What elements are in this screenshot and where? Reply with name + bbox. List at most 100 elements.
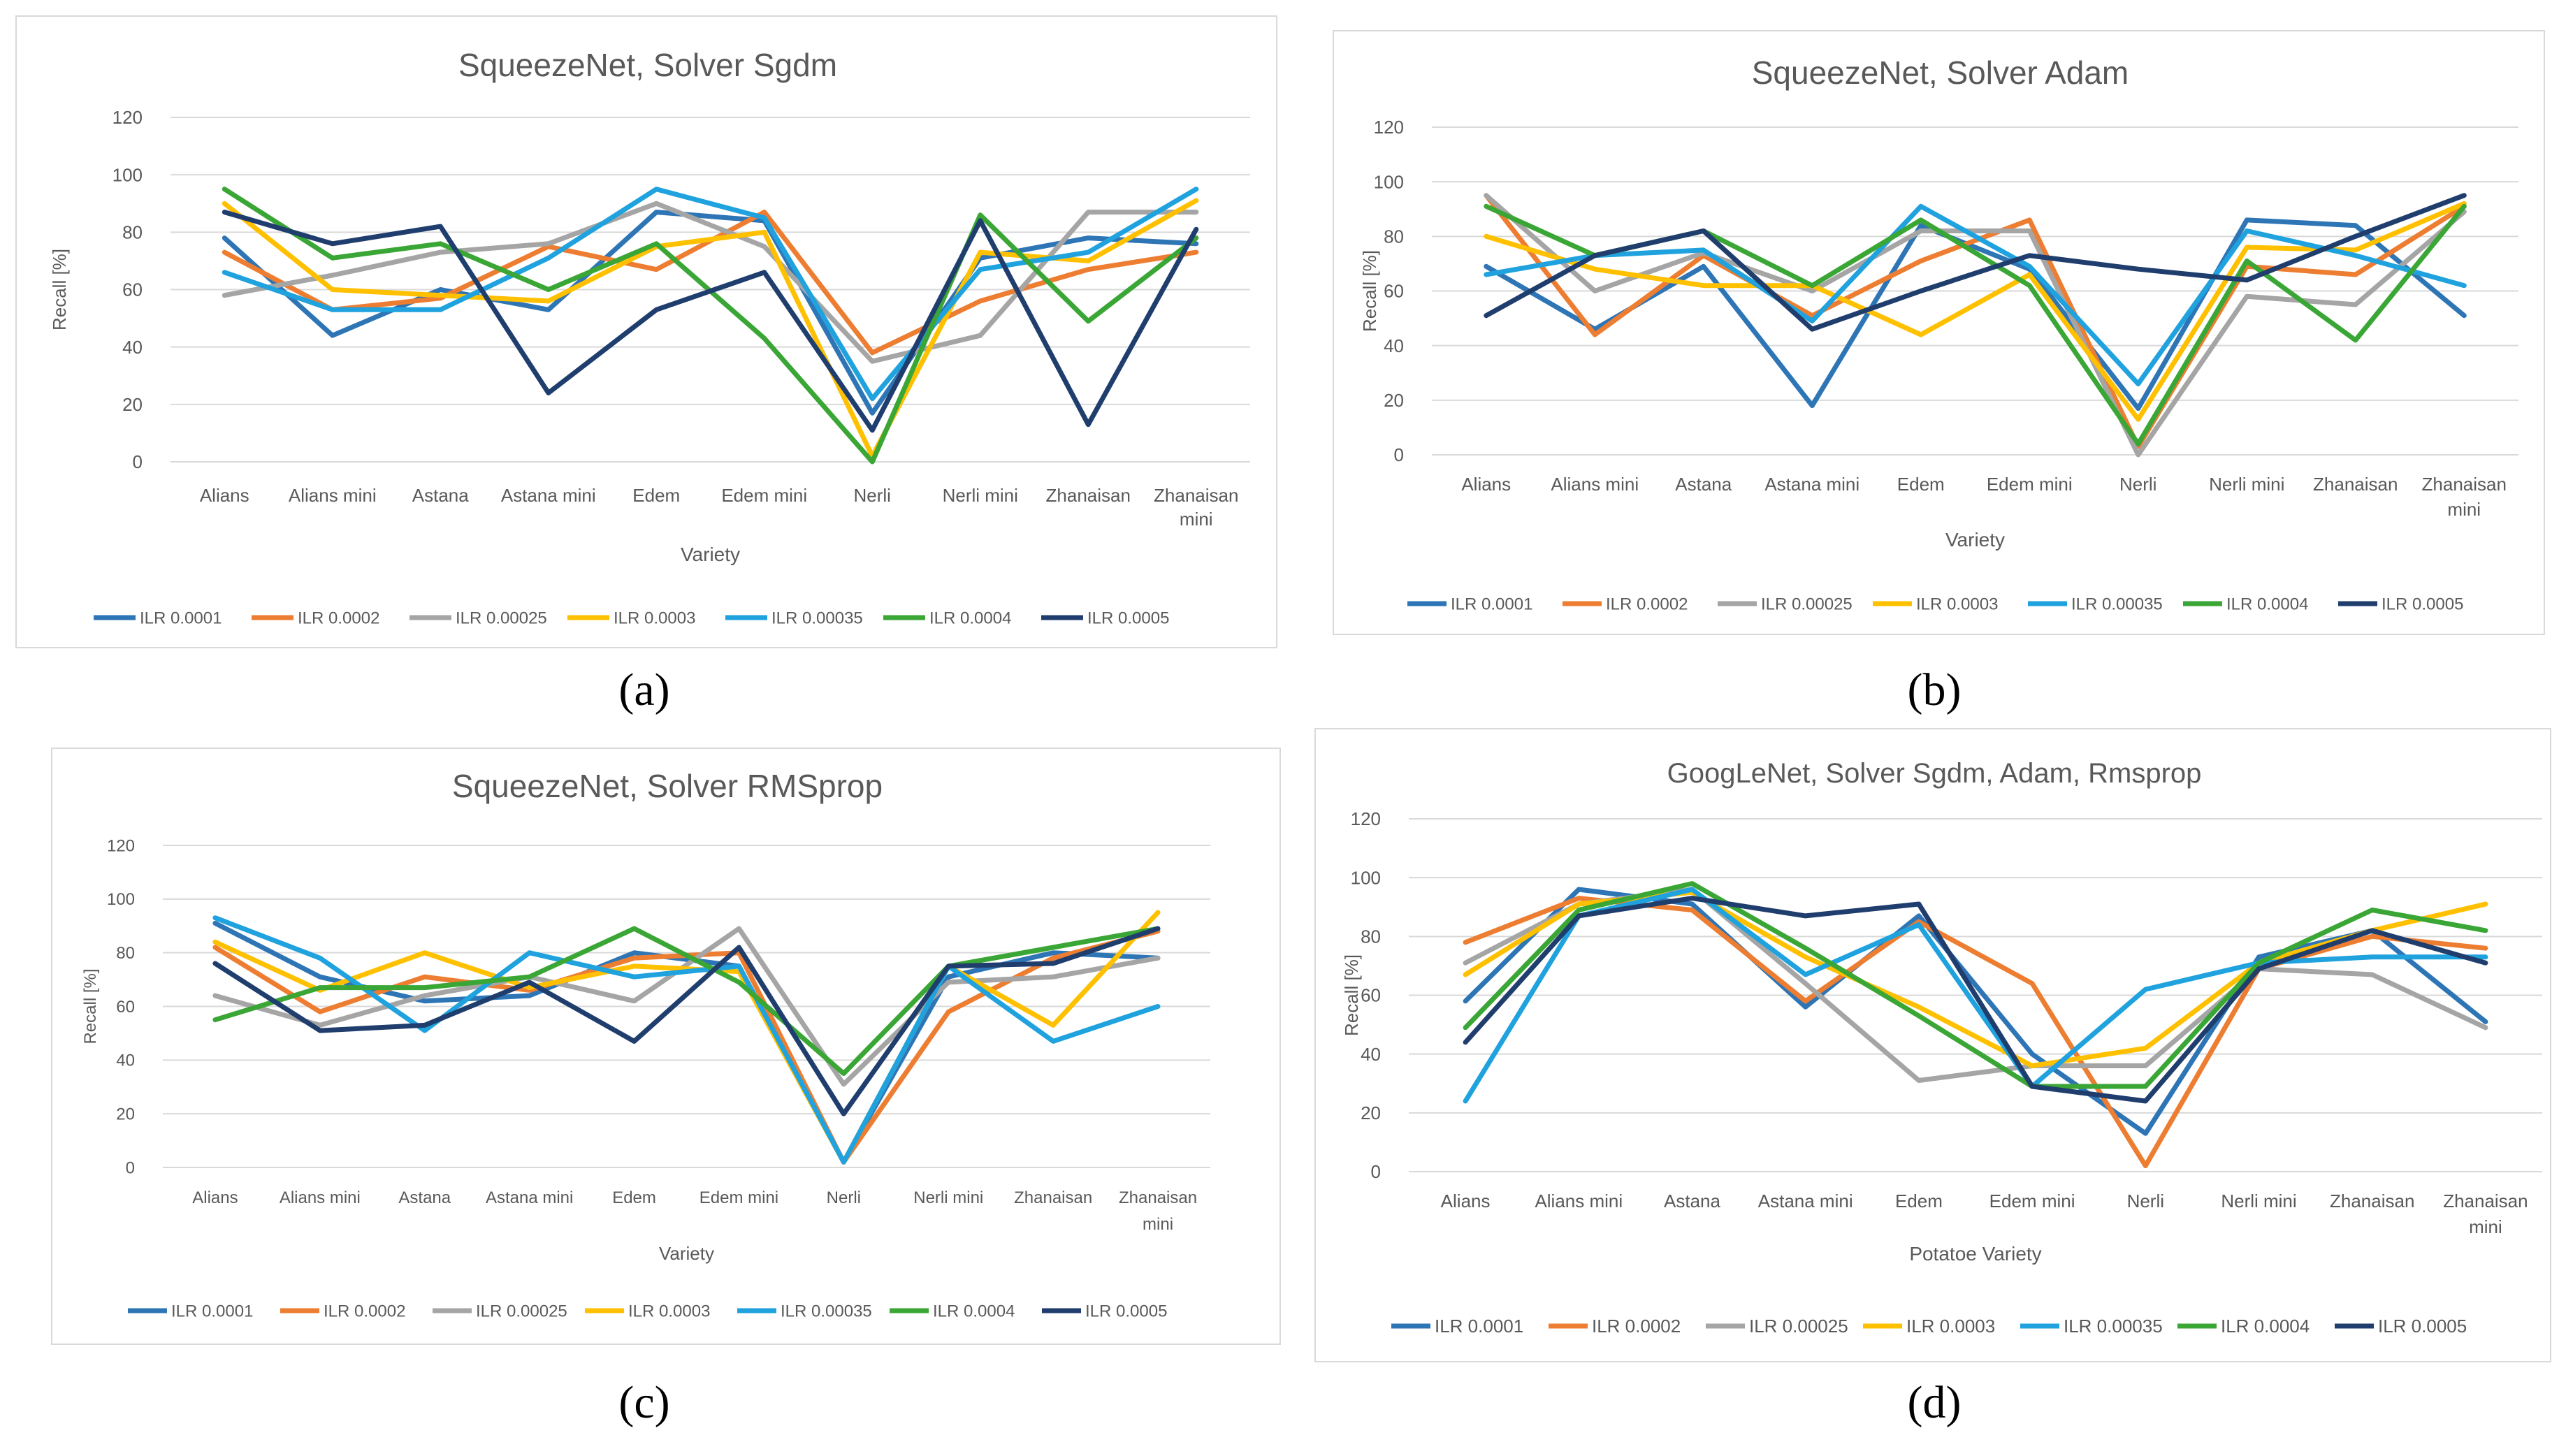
y-tick-label: 60 — [122, 279, 143, 300]
chart-panel-a: SqueezeNet, Solver Sgdm 0 20 40 60 80 100 120 Al… — [15, 15, 1277, 648]
legend-item: ILR 0.0001 — [1391, 1316, 1523, 1337]
chart-svg-a: SqueezeNet, Solver Sgdm 0 20 40 60 80 100 120 Al… — [49, 47, 1250, 627]
y-axis-label: Recall [%] — [49, 249, 70, 330]
panel-label-d: (d) — [1907, 1377, 1962, 1428]
x-tick-label: Astana — [1675, 474, 1732, 495]
x-tick-label: Edem — [1897, 474, 1945, 495]
x-tick-label: Alians mini — [289, 485, 377, 506]
chart-title: GoogLeNet, Solver Sgdm, Adam, Rmsprop — [1667, 758, 2202, 789]
x-tick-label: Zhanaisan mini — [1154, 485, 1238, 530]
legend-label: ILR 0.0002 — [298, 609, 379, 627]
legend-item: ILR 0.0001 — [128, 1302, 253, 1320]
y-axis-label: Recall [%] — [81, 968, 100, 1044]
legend-item: ILR 0.0005 — [2335, 1316, 2467, 1337]
legend-item: ILR 0.00035 — [737, 1302, 872, 1320]
y-tick-label: 80 — [116, 944, 135, 963]
series-line-1 — [212, 920, 1161, 1165]
legend-item: ILR 0.0004 — [890, 1302, 1015, 1320]
x-tick-label: Edem mini — [1987, 474, 2073, 495]
legend-label: ILR 0.0003 — [628, 1302, 710, 1320]
legend-item: ILR 0.0003 — [585, 1302, 710, 1320]
legend-label: ILR 0.0002 — [1592, 1316, 1681, 1337]
y-tick-label: 120 — [1374, 117, 1404, 138]
legend-label: ILR 0.00025 — [1761, 595, 1853, 613]
legend-label: ILR 0.0005 — [1087, 609, 1169, 627]
x-tick-label: Nerli mini — [2209, 474, 2284, 495]
series-line-5 — [212, 915, 1161, 1165]
legend-label: ILR 0.0003 — [1906, 1316, 1995, 1337]
panel-label-c: (c) — [618, 1377, 670, 1428]
x-tick-label: Nerli — [827, 1188, 861, 1207]
chart-title: SqueezeNet, Solver Adam — [1752, 54, 2129, 91]
x-tick-label: Astana mini — [486, 1188, 573, 1207]
legend-item: ILR 0.0002 — [252, 609, 379, 627]
legend-item: ILR 0.0003 — [567, 609, 695, 627]
legend-label: ILR 0.00025 — [456, 609, 547, 627]
legend-label: ILR 0.0004 — [2226, 595, 2308, 613]
y-tick-label: 0 — [1371, 1161, 1381, 1182]
legend-item: ILR 0.0005 — [1041, 609, 1169, 627]
series-line-1 — [222, 210, 1199, 416]
legend-label: ILR 0.0005 — [2378, 1316, 2467, 1337]
x-tick-label: Astana — [1664, 1191, 1720, 1211]
y-tick-label: 40 — [1361, 1044, 1381, 1065]
panel-label-a: (a) — [618, 664, 670, 715]
x-tick-label: Zhanaisan mini — [2443, 1191, 2528, 1237]
y-tick-label: 60 — [1384, 281, 1404, 302]
series-line-3 — [222, 201, 1199, 364]
x-tick-label: Edem mini — [1989, 1191, 2075, 1211]
x-tick-label: Alians — [1441, 1191, 1491, 1211]
y-tick-label: 40 — [116, 1051, 135, 1070]
legend-item: ILR 0.0004 — [2177, 1316, 2310, 1337]
legend-item: ILR 0.0002 — [280, 1302, 405, 1320]
legend-label: ILR 0.0004 — [929, 609, 1011, 627]
x-tick-label: Nerli mini — [913, 1188, 983, 1207]
y-axis-label: Recall [%] — [1341, 954, 1362, 1036]
series-line-7 — [1484, 193, 2467, 332]
x-axis-label: Variety — [1945, 529, 2005, 551]
y-tick-label: 20 — [1384, 390, 1404, 411]
y-tick-label: 0 — [126, 1158, 135, 1177]
x-tick-label: Zhanaisan — [2330, 1191, 2414, 1211]
legend-label: ILR 0.0003 — [1916, 595, 1998, 613]
x-tick-label: Zhanaisan — [1014, 1188, 1092, 1207]
chart-panel-b: SqueezeNet, Solver Adam 0 20 40 60 80 100 120 Al… — [1333, 30, 2545, 635]
legend-item: ILR 0.0001 — [1407, 595, 1532, 613]
legend-item: ILR 0.00025 — [1718, 595, 1853, 613]
x-axis-label: Variety — [681, 544, 740, 565]
legend-item: ILR 0.00025 — [409, 609, 547, 627]
legend-label: ILR 0.0001 — [171, 1302, 253, 1320]
x-tick-label: Astana — [398, 1188, 451, 1207]
y-tick-label: 80 — [122, 221, 143, 242]
y-tick-label: 80 — [1361, 926, 1381, 947]
legend-label: ILR 0.00035 — [2071, 595, 2163, 613]
series-line-7 — [212, 926, 1161, 1116]
legend-label: ILR 0.0001 — [140, 609, 222, 627]
legend-label: ILR 0.0002 — [324, 1302, 405, 1320]
legend-label: ILR 0.00035 — [781, 1302, 872, 1320]
series-line-4 — [1484, 201, 2467, 422]
x-tick-label: Nerli mini — [943, 485, 1018, 506]
series-line-4 — [1463, 889, 2488, 1068]
legend-item: ILR 0.00035 — [725, 609, 863, 627]
legend-item: ILR 0.0004 — [2183, 595, 2308, 613]
chart-svg-d: GoogLeNet, Solver Sgdm, Adam, Rmsprop 0 20… — [1341, 758, 2542, 1337]
y-tick-label: 0 — [1394, 444, 1404, 465]
x-tick-label: Zhanaisan — [2313, 474, 2398, 495]
legend-label: ILR 0.00025 — [476, 1302, 567, 1320]
x-axis-label: Potatoe Variety — [1909, 1243, 2041, 1265]
x-tick-label: Zhanaisan — [1046, 485, 1131, 506]
legend-item: ILR 0.0002 — [1549, 1316, 1681, 1337]
x-tick-label: Alians — [200, 485, 249, 506]
x-axis-label: Variety — [659, 1243, 714, 1264]
x-tick-label: Zhanaisan mini — [1119, 1188, 1197, 1234]
x-tick-label: Alians — [192, 1188, 238, 1207]
x-tick-label: Edem mini — [721, 485, 807, 506]
x-tick-label: Edem — [1895, 1191, 1943, 1211]
y-tick-label: 100 — [107, 890, 135, 909]
legend-label: ILR 0.0005 — [2382, 595, 2463, 613]
series-line-5 — [1484, 203, 2467, 386]
legend-label: ILR 0.0001 — [1451, 595, 1532, 613]
legend-label: ILR 0.00025 — [1749, 1316, 1848, 1337]
y-tick-label: 100 — [113, 164, 143, 185]
